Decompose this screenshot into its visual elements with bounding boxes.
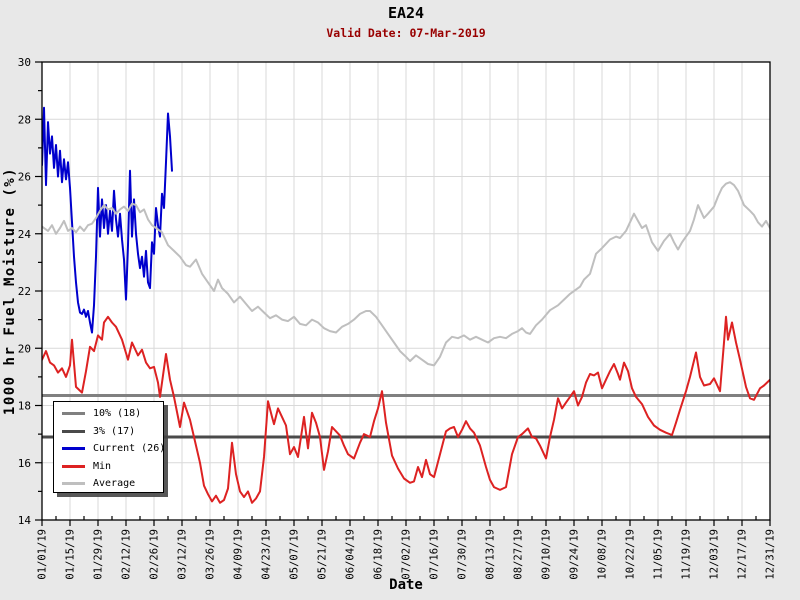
x-tick-label: 11/05/19 [653, 529, 665, 580]
current-line [42, 106, 173, 334]
y-tick-label: 22 [18, 285, 31, 298]
grid-lines [42, 62, 770, 520]
x-tick-label: 09/24/19 [569, 529, 581, 580]
x-tick-label: 12/31/19 [765, 529, 777, 580]
y-tick-label: 28 [18, 113, 31, 126]
legend-line-current [62, 447, 85, 451]
min-line [42, 315, 770, 504]
x-tick-label: 11/19/19 [681, 529, 693, 580]
legend-item: 10% (18) [54, 405, 163, 423]
legend-item: Min [54, 458, 163, 476]
legend-item: Average [54, 475, 163, 493]
y-tick-label: 14 [18, 514, 32, 527]
x-tick-label: 05/21/19 [317, 529, 329, 580]
legend-label-current: Current (26) [93, 443, 166, 455]
x-tick-label: 07/30/19 [457, 529, 469, 580]
y-tick-label: 20 [18, 342, 31, 355]
average-line [42, 181, 770, 367]
x-tick-label: 07/02/19 [401, 529, 413, 580]
axis-ticks [35, 61, 771, 526]
legend-item: Current (26) [54, 440, 166, 458]
x-tick-label: 05/07/19 [289, 529, 301, 580]
chart-title: EA24 [388, 4, 424, 22]
y-axis-label: 1000 hr Fuel Moisture (%) [2, 167, 18, 415]
legend-label-3pct: 3% (17) [93, 425, 136, 437]
legend-line-10pct [62, 412, 85, 416]
x-tick-label: 04/09/19 [233, 529, 245, 580]
x-tick-label: 04/23/19 [261, 529, 273, 580]
x-axis-label: Date [389, 577, 423, 593]
legend-label-min: Min [93, 460, 112, 472]
x-tick-label: 08/27/19 [513, 529, 525, 580]
y-tick-label: 16 [18, 457, 31, 470]
x-tick-label: 02/26/19 [149, 529, 161, 580]
x-tick-label: 12/17/19 [737, 529, 749, 580]
legend-line-3pct [62, 429, 85, 433]
x-tick-label: 03/12/19 [177, 529, 189, 580]
x-tick-label: 06/18/19 [373, 529, 385, 580]
legend-line-min [62, 464, 85, 468]
x-tick-label: 02/12/19 [121, 529, 133, 580]
x-tick-label: 01/29/19 [93, 529, 105, 580]
x-tick-label: 03/26/19 [205, 529, 217, 580]
y-tick-label: 26 [18, 171, 31, 184]
y-tick-label: 18 [18, 400, 31, 413]
x-tick-label: 01/01/19 [37, 529, 49, 580]
y-tick-label: 24 [18, 228, 32, 241]
x-tick-label: 01/15/19 [65, 529, 77, 580]
legend-label-10pct: 10% (18) [93, 408, 142, 420]
x-tick-label: 08/13/19 [485, 529, 497, 580]
y-tick-label: 30 [18, 56, 31, 69]
legend-line-average [62, 482, 85, 486]
valid-date-subtitle: Valid Date: 07-Mar-2019 [326, 26, 485, 40]
x-tick-label: 10/08/19 [597, 529, 609, 580]
x-tick-label: 12/03/19 [709, 529, 721, 580]
x-tick-label: 09/10/19 [541, 529, 553, 580]
x-tick-label: 06/04/19 [345, 529, 357, 580]
legend: 10% (18) 3% (17) Current (26) Min Averag… [53, 401, 166, 493]
x-tick-label: 07/16/19 [429, 529, 441, 580]
legend-item: 3% (17) [54, 423, 163, 441]
legend-label-average: Average [93, 478, 136, 490]
x-tick-label: 10/22/19 [625, 529, 637, 580]
